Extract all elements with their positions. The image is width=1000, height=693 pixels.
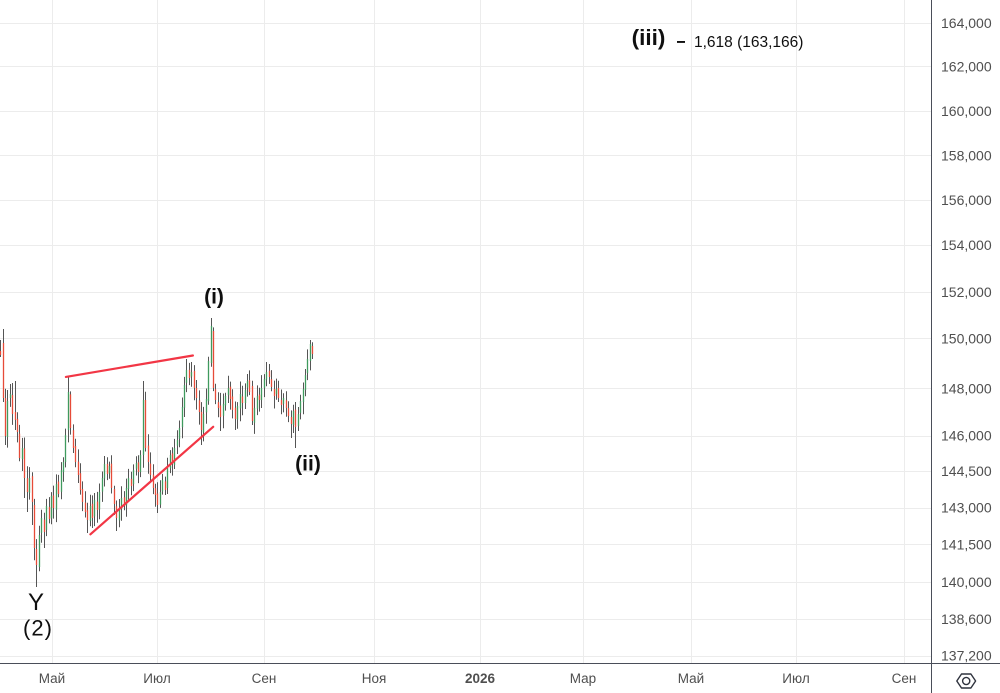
svg-text:Сен: Сен [892, 671, 917, 686]
svg-text:(ii): (ii) [295, 453, 321, 476]
svg-text:141,500: 141,500 [941, 537, 992, 553]
svg-text:158,000: 158,000 [941, 147, 992, 163]
svg-text:Y: Y [28, 589, 44, 616]
svg-text:148,000: 148,000 [941, 380, 992, 396]
svg-text:150,000: 150,000 [941, 331, 992, 347]
svg-text:Ноя: Ноя [362, 671, 387, 686]
svg-text:143,000: 143,000 [941, 500, 992, 516]
svg-text:162,000: 162,000 [941, 58, 992, 74]
svg-text:(2): (2) [23, 616, 53, 641]
svg-text:2026: 2026 [465, 671, 496, 686]
svg-text:160,000: 160,000 [941, 103, 992, 119]
svg-text:154,000: 154,000 [941, 237, 992, 253]
svg-text:138,600: 138,600 [941, 611, 992, 627]
svg-text:164,000: 164,000 [941, 15, 992, 31]
svg-text:156,000: 156,000 [941, 192, 992, 208]
svg-text:144,500: 144,500 [941, 463, 992, 479]
svg-text:Май: Май [678, 671, 704, 686]
svg-text:Мар: Мар [570, 671, 596, 686]
svg-text:137,200: 137,200 [941, 648, 992, 664]
svg-text:Май: Май [39, 671, 65, 686]
svg-text:146,000: 146,000 [941, 428, 992, 444]
svg-text:140,000: 140,000 [941, 574, 992, 590]
svg-text:Июл: Июл [143, 671, 170, 686]
svg-text:(iii): (iii) [632, 25, 666, 50]
svg-text:Июл: Июл [782, 671, 809, 686]
svg-text:1,618 (163,166): 1,618 (163,166) [694, 34, 803, 51]
svg-text:Сен: Сен [252, 671, 277, 686]
svg-text:152,000: 152,000 [941, 284, 992, 300]
svg-text:(i): (i) [204, 286, 224, 309]
